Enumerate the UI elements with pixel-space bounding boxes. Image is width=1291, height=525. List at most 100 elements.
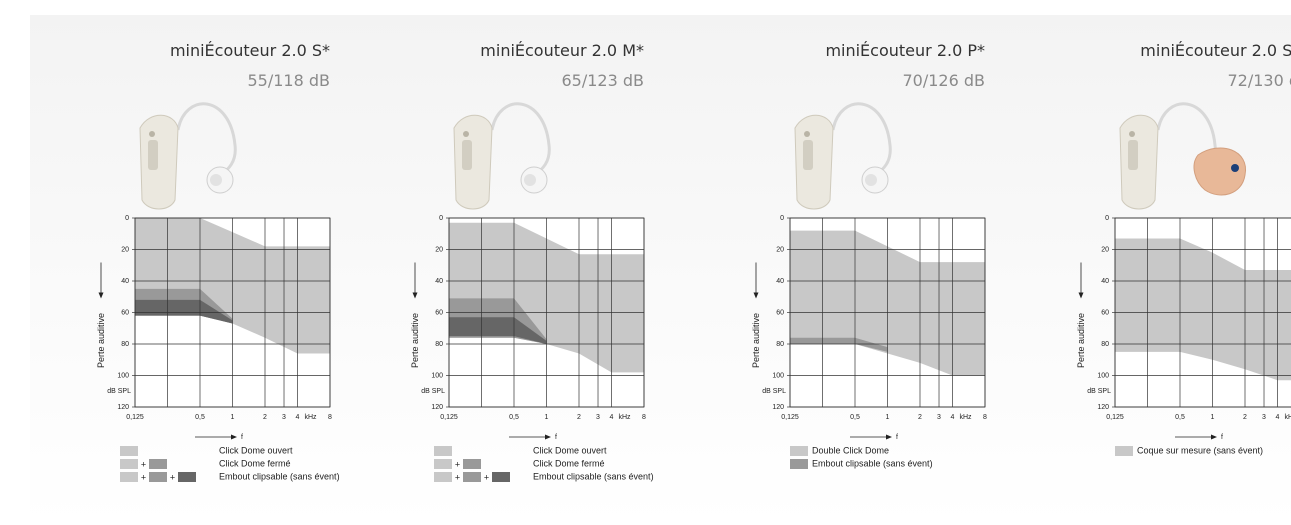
x-tick-label: 2: [918, 414, 922, 421]
x-tick-label: 0,5: [509, 414, 519, 421]
y-tick-label: 80: [776, 341, 784, 348]
dome-inner: [210, 174, 222, 186]
legend-swatch: [434, 459, 452, 469]
legend-plus: +: [141, 459, 146, 469]
x-tick-label: 0,5: [850, 414, 860, 421]
y-axis-label: Perte auditive: [751, 313, 761, 368]
y-tick-label: 120: [1097, 404, 1109, 411]
product-title: miniÉcouteur 2.0 M*: [480, 41, 644, 60]
x-tick-label: 0,125: [1106, 414, 1124, 421]
fitting-range: [790, 337, 888, 352]
y-unit: dB SPL: [762, 388, 786, 395]
y-tick-label: 100: [117, 372, 129, 379]
x-tick-label: 0,125: [781, 414, 799, 421]
product-range: 65/123 dB: [561, 71, 644, 90]
x-tick-label: 3: [596, 414, 600, 421]
x-tick-label: 1: [1211, 414, 1215, 421]
x-tick-label: 1: [231, 414, 235, 421]
y-tick-label: 60: [121, 309, 129, 316]
legend-swatch: [790, 459, 808, 469]
device-image: [138, 102, 237, 211]
x-tick-label: 0,125: [440, 414, 458, 421]
y-unit: dB SPL: [421, 388, 445, 395]
y-tick-label: 100: [431, 372, 443, 379]
y-tick-label: 60: [776, 309, 784, 316]
y-tick-label: 120: [431, 404, 443, 411]
y-tick-label: 60: [435, 309, 443, 316]
x-arrow-head: [545, 434, 551, 440]
fitting-range: [1115, 238, 1291, 381]
legend-swatch: [434, 446, 452, 456]
y-tick-label: 0: [439, 215, 443, 222]
x-tick-label: 3: [937, 414, 941, 421]
y-tick-label: 40: [776, 278, 784, 285]
plot-border: [1114, 217, 1291, 408]
legend-label: Click Dome ouvert: [533, 445, 607, 455]
y-tick-label: 80: [1101, 341, 1109, 348]
x-arrow-head: [231, 434, 237, 440]
legend-swatch: [492, 472, 510, 482]
y-arrow-head: [1078, 292, 1084, 299]
fitting-range: [449, 317, 547, 344]
legend-swatch: [149, 459, 167, 469]
x-tick-label: 2: [577, 414, 581, 421]
dome-inner: [865, 174, 877, 186]
x-tick-label: 8: [983, 414, 987, 421]
x-tick-label: 0,5: [1175, 414, 1185, 421]
x-tick-label: 0,125: [126, 414, 144, 421]
shell-vent: [1231, 164, 1239, 172]
y-tick-label: 0: [780, 215, 784, 222]
x-tick-label: 4: [951, 414, 955, 421]
legend-label: Coque sur mesure (sans évent): [1137, 445, 1263, 455]
device-image: [452, 102, 551, 211]
y-arrow-head: [412, 292, 418, 299]
y-arrow-head: [753, 292, 759, 299]
x-axis-label: f: [1221, 434, 1223, 441]
legend-swatch: [120, 446, 138, 456]
product-title: miniÉcouteur 2.0 SP*: [1140, 41, 1291, 60]
plot-border: [134, 217, 331, 408]
legend-plus: +: [170, 472, 175, 482]
product-title: miniÉcouteur 2.0 S*: [170, 41, 330, 60]
x-arrow-head: [886, 434, 892, 440]
y-tick-label: 120: [772, 404, 784, 411]
y-tick-label: 100: [772, 372, 784, 379]
legend-swatch: [149, 472, 167, 482]
x-tick-label: 3: [1262, 414, 1266, 421]
legend-plus: +: [455, 472, 460, 482]
x-unit: kHz: [1284, 414, 1291, 421]
fitting-range: [135, 299, 233, 324]
dome-inner: [524, 174, 536, 186]
legend-swatch: [463, 459, 481, 469]
legend-label: Click Dome ouvert: [219, 445, 293, 455]
x-tick-label: 3: [282, 414, 286, 421]
product-title: miniÉcouteur 2.0 P*: [825, 41, 985, 60]
y-tick-label: 40: [435, 278, 443, 285]
legend-label: Double Click Dome: [812, 445, 889, 455]
x-tick-label: 1: [545, 414, 549, 421]
legend-swatch: [790, 446, 808, 456]
y-axis-label: Perte auditive: [96, 313, 106, 368]
x-axis-label: f: [896, 434, 898, 441]
y-tick-label: 60: [1101, 309, 1109, 316]
legend-swatch: [434, 472, 452, 482]
product-range: 72/130 dB: [1227, 71, 1291, 90]
product-range: 55/118 dB: [247, 71, 330, 90]
y-unit: dB SPL: [107, 388, 131, 395]
legend-label: Click Dome fermé: [219, 458, 291, 468]
y-tick-label: 80: [435, 341, 443, 348]
legend-label: Click Dome fermé: [533, 458, 605, 468]
legend-label: Embout clipsable (sans évent): [533, 471, 654, 481]
y-tick-label: 40: [1101, 278, 1109, 285]
x-tick-label: 4: [296, 414, 300, 421]
x-axis-label: f: [241, 434, 243, 441]
legend-swatch: [1115, 446, 1133, 456]
x-arrow-head: [1211, 434, 1217, 440]
y-tick-label: 40: [121, 278, 129, 285]
legend-label: Embout clipsable (sans évent): [219, 471, 340, 481]
x-tick-label: 2: [263, 414, 267, 421]
y-tick-label: 20: [1101, 246, 1109, 253]
y-tick-label: 100: [1097, 372, 1109, 379]
y-tick-label: 20: [435, 246, 443, 253]
x-tick-label: 2: [1243, 414, 1247, 421]
